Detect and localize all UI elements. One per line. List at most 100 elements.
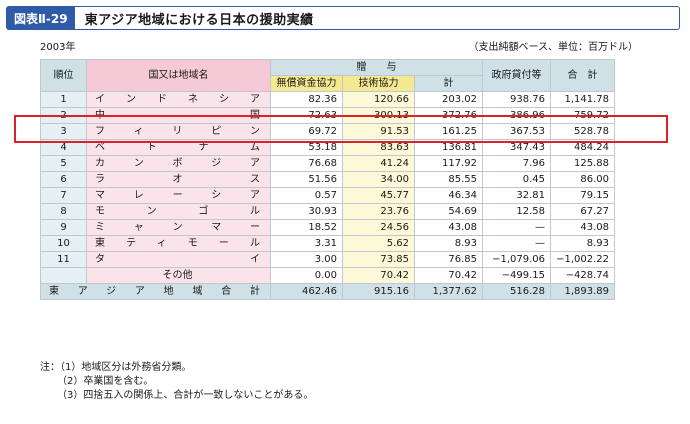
grant-cell: 0.00 bbox=[270, 267, 343, 284]
total-loans: 516.28 bbox=[482, 283, 552, 300]
total-total: 1,893.89 bbox=[550, 283, 616, 300]
total-subtotal: 1,377.62 bbox=[413, 283, 484, 300]
loans-cell: 32.81 bbox=[482, 187, 552, 204]
loans-cell: — bbox=[482, 219, 552, 236]
subtotal-cell: 8.93 bbox=[413, 235, 484, 252]
total-label: 東アジア地域合計 bbox=[40, 283, 271, 300]
region-name-cell: 中国 bbox=[86, 107, 271, 124]
tech-cell: 41.24 bbox=[342, 155, 415, 172]
grant-cell: 69.72 bbox=[270, 123, 343, 140]
subtotal-cell: 54.69 bbox=[413, 203, 484, 220]
rank-cell: 1 bbox=[40, 91, 87, 108]
table-row: 11 タイ 3.00 73.85 76.85 −1,079.06 −1,002.22 bbox=[40, 251, 616, 268]
tech-cell: 300.13 bbox=[342, 107, 415, 124]
tech-cell: 70.42 bbox=[342, 267, 415, 284]
loans-cell: −1,079.06 bbox=[482, 251, 552, 268]
year-label: 2003年 bbox=[40, 42, 76, 53]
tech-cell: 45.77 bbox=[342, 187, 415, 204]
region-name-cell: ベトナム bbox=[86, 139, 271, 156]
header-rank: 順位 bbox=[40, 59, 87, 92]
grant-cell: 72.63 bbox=[270, 107, 343, 124]
table-row: 10 東ティモール 3.31 5.62 8.93—8.93 bbox=[40, 235, 616, 252]
rank-cell: 11 bbox=[40, 251, 87, 268]
header-tech: 技術協力 bbox=[342, 75, 415, 92]
table-row: その他 0.00 70.42 70.42 −499.15 −428.74 bbox=[40, 267, 616, 284]
notes: 注：（1）地域区分は外務省分類。 （2）卒業国を含む。 （3）四捨五入の関係上、… bbox=[40, 361, 313, 403]
region-name-cell: ミャンマー bbox=[86, 219, 271, 236]
region-name-cell: タイ bbox=[86, 251, 271, 268]
region-name-cell: フィリピン bbox=[86, 123, 271, 140]
header-loans: 政府貸付等 bbox=[482, 59, 552, 92]
loans-cell: 386.96 bbox=[482, 107, 552, 124]
loans-cell: 938.76 bbox=[482, 91, 552, 108]
total-cell: −428.74 bbox=[550, 267, 616, 284]
tech-cell: 34.00 bbox=[342, 171, 415, 188]
total-cell: 8.93 bbox=[550, 235, 616, 252]
tech-cell: 83.63 bbox=[342, 139, 415, 156]
total-grant: 462.46 bbox=[270, 283, 343, 300]
grant-cell: 76.68 bbox=[270, 155, 343, 172]
note-1: 注：（1）地域区分は外務省分類。 bbox=[40, 362, 192, 373]
figure-title-bar: 図表Ⅱ-29 東アジア地域における日本の援助実績 bbox=[6, 6, 680, 30]
region-name-cell: モンゴル bbox=[86, 203, 271, 220]
header-region: 国又は地域名 bbox=[86, 59, 271, 92]
grant-cell: 3.31 bbox=[270, 235, 343, 252]
figure-label: 図表Ⅱ-29 bbox=[7, 7, 75, 29]
tech-cell: 73.85 bbox=[342, 251, 415, 268]
rank-cell bbox=[40, 267, 87, 284]
grant-cell: 53.18 bbox=[270, 139, 343, 156]
table-row: 5 カンボジア 76.68 41.24 117.92 7.96 125.88 bbox=[40, 155, 616, 172]
total-cell: 484.24 bbox=[550, 139, 616, 156]
header-grant-aid: 無償資金協力 bbox=[270, 75, 343, 92]
grant-cell: 3.00 bbox=[270, 251, 343, 268]
tech-cell: 5.62 bbox=[342, 235, 415, 252]
table-row: 6 ラオス 51.56 34.00 85.55 0.45 86.00 bbox=[40, 171, 616, 188]
region-name-cell: インドネシア bbox=[86, 91, 271, 108]
table-row: 7 マレーシア 0.57 45.77 46.34 32.81 79.15 bbox=[40, 187, 616, 204]
tech-cell: 120.66 bbox=[342, 91, 415, 108]
region-name-cell: ラオス bbox=[86, 171, 271, 188]
rank-cell: 4 bbox=[40, 139, 87, 156]
region-name-cell: その他 bbox=[86, 267, 271, 284]
subtotal-cell: 117.92 bbox=[413, 155, 484, 172]
tech-cell: 23.76 bbox=[342, 203, 415, 220]
total-cell: 759.72 bbox=[550, 107, 616, 124]
total-cell: 67.27 bbox=[550, 203, 616, 220]
header-subtotal: 計 bbox=[413, 75, 484, 92]
grant-cell: 0.57 bbox=[270, 187, 343, 204]
region-name-cell: 東ティモール bbox=[86, 235, 271, 252]
rank-cell: 3 bbox=[40, 123, 87, 140]
total-cell: 43.08 bbox=[550, 219, 616, 236]
header-total: 合 計 bbox=[550, 59, 616, 92]
loans-cell: 0.45 bbox=[482, 171, 552, 188]
subtotal-cell: 161.25 bbox=[413, 123, 484, 140]
table-row: 1 インドネシア 82.36 120.66 203.02 938.76 1,141.78 bbox=[40, 91, 616, 108]
subtotal-cell: 46.34 bbox=[413, 187, 484, 204]
subtotal-cell: 43.08 bbox=[413, 219, 484, 236]
region-name-cell: マレーシア bbox=[86, 187, 271, 204]
loans-cell: 7.96 bbox=[482, 155, 552, 172]
loans-cell: 12.58 bbox=[482, 203, 552, 220]
rank-cell: 2 bbox=[40, 107, 87, 124]
rank-cell: 9 bbox=[40, 219, 87, 236]
note-3: （3）四捨五入の関係上、合計が一致しないことがある。 bbox=[57, 390, 314, 401]
rank-cell: 10 bbox=[40, 235, 87, 252]
note-2: （2）卒業国を含む。 bbox=[57, 376, 154, 387]
total-cell: 125.88 bbox=[550, 155, 616, 172]
total-cell: 1,141.78 bbox=[550, 91, 616, 108]
tech-cell: 91.53 bbox=[342, 123, 415, 140]
table-row: 2 中国 72.63 300.13 372.76 386.96 759.72 bbox=[40, 107, 616, 124]
rank-cell: 6 bbox=[40, 171, 87, 188]
region-name-cell: カンボジア bbox=[86, 155, 271, 172]
subtotal-cell: 76.85 bbox=[413, 251, 484, 268]
subtotal-cell: 203.02 bbox=[413, 91, 484, 108]
loans-cell: 367.53 bbox=[482, 123, 552, 140]
table-row: 3 フィリピン 69.72 91.53 161.25 367.53 528.78 bbox=[40, 123, 616, 140]
table-row: 4 ベトナム 53.18 83.63 136.81 347.43 484.24 bbox=[40, 139, 616, 156]
grant-cell: 82.36 bbox=[270, 91, 343, 108]
unit-label: （支出純額ベース、単位：百万ドル） bbox=[468, 42, 639, 53]
total-row: 東アジア地域合計 462.46 915.16 1,377.62 516.28 1… bbox=[40, 283, 616, 300]
grant-cell: 30.93 bbox=[270, 203, 343, 220]
figure-title: 東アジア地域における日本の援助実績 bbox=[84, 12, 314, 28]
